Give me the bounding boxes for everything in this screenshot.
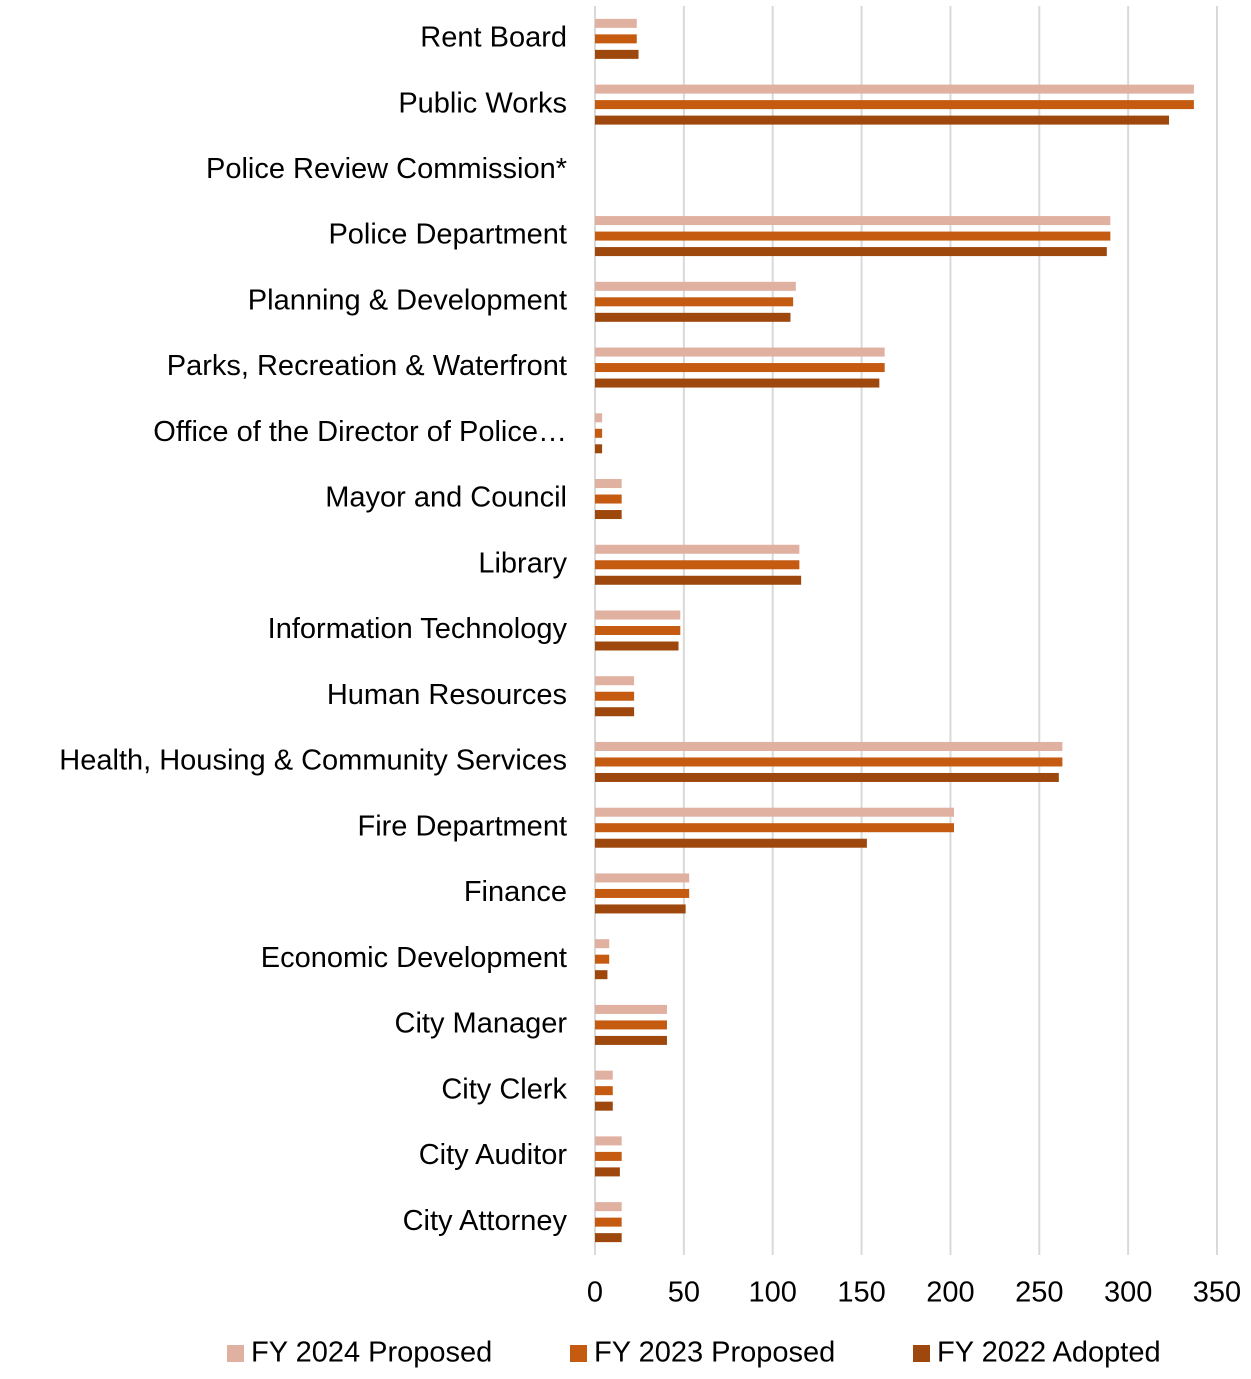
bar xyxy=(595,575,802,585)
bar xyxy=(595,807,954,817)
y-tick-label: Finance xyxy=(464,876,567,908)
legend-label: FY 2022 Adopted xyxy=(937,1337,1161,1369)
bar xyxy=(595,34,637,44)
bar xyxy=(595,115,1170,125)
bar xyxy=(595,363,885,373)
y-tick-label: Office of the Director of Police… xyxy=(153,416,567,448)
y-tick-label: Rent Board xyxy=(420,22,567,54)
bar xyxy=(595,378,880,388)
bar xyxy=(595,873,690,883)
bar xyxy=(595,904,686,914)
bar xyxy=(595,413,603,423)
y-tick-label: City Auditor xyxy=(419,1139,568,1171)
bar xyxy=(595,281,796,291)
legend-label: FY 2023 Proposed xyxy=(594,1337,835,1369)
legend-swatch xyxy=(913,1345,930,1362)
bar xyxy=(595,1086,613,1096)
bar xyxy=(595,1101,613,1111)
bar xyxy=(595,676,635,686)
bar xyxy=(595,1136,622,1146)
bar xyxy=(595,1035,667,1045)
y-tick-label: City Manager xyxy=(395,1008,568,1040)
bar xyxy=(595,428,603,438)
y-tick-label: City Clerk xyxy=(441,1073,567,1105)
bar xyxy=(595,444,603,454)
bar xyxy=(595,544,800,554)
bar xyxy=(595,247,1107,257)
bar xyxy=(595,1202,622,1212)
bar xyxy=(595,970,608,980)
y-tick-label: Planning & Development xyxy=(248,284,567,316)
bar xyxy=(595,954,610,964)
bar xyxy=(595,1217,622,1227)
y-tick-label: Police Review Commission* xyxy=(206,153,567,185)
bar xyxy=(595,772,1059,782)
bar xyxy=(595,494,622,504)
bar xyxy=(595,1167,620,1177)
y-tick-label: Information Technology xyxy=(268,613,568,645)
x-tick-label: 0 xyxy=(587,1277,603,1309)
y-tick-label: Mayor and Council xyxy=(325,482,567,514)
bar xyxy=(595,1233,622,1243)
bar xyxy=(595,641,679,651)
bar xyxy=(595,626,681,635)
bar xyxy=(595,510,622,520)
y-tick-label: Economic Development xyxy=(261,942,567,974)
x-tick-label: 200 xyxy=(926,1277,974,1309)
bar xyxy=(595,1004,667,1014)
bar xyxy=(595,560,800,570)
bar xyxy=(595,1020,667,1030)
bar xyxy=(595,1070,613,1080)
bar xyxy=(595,216,1111,226)
x-tick-label: 150 xyxy=(837,1277,885,1309)
y-tick-label: Public Works xyxy=(398,87,567,119)
bar xyxy=(595,838,867,848)
bar xyxy=(595,49,639,59)
bar xyxy=(595,691,635,701)
y-tick-label: Health, Housing & Community Services xyxy=(59,745,567,777)
bar xyxy=(595,707,635,717)
x-tick-label: 350 xyxy=(1193,1277,1241,1309)
y-tick-label: City Attorney xyxy=(403,1205,568,1237)
bar xyxy=(595,84,1194,94)
bar xyxy=(595,757,1063,767)
bar xyxy=(595,823,954,833)
bar xyxy=(595,297,794,307)
y-tick-label: Fire Department xyxy=(357,810,567,842)
bar xyxy=(595,312,791,322)
legend-swatch xyxy=(227,1345,244,1362)
bar xyxy=(595,347,885,357)
y-tick-label: Library xyxy=(478,547,567,579)
legend-swatch xyxy=(570,1345,587,1362)
x-tick-label: 300 xyxy=(1104,1277,1152,1309)
bar xyxy=(595,888,690,898)
bar xyxy=(595,610,681,620)
y-tick-label: Human Resources xyxy=(327,679,567,711)
x-tick-label: 50 xyxy=(668,1277,700,1309)
bar xyxy=(595,100,1194,110)
y-tick-label: Parks, Recreation & Waterfront xyxy=(167,350,567,382)
x-tick-label: 100 xyxy=(749,1277,797,1309)
bar xyxy=(595,231,1111,241)
legend-label: FY 2024 Proposed xyxy=(251,1337,492,1369)
bar xyxy=(595,18,637,28)
x-tick-label: 250 xyxy=(1015,1277,1063,1309)
bar xyxy=(595,1151,622,1161)
bar xyxy=(595,479,622,489)
bar xyxy=(595,741,1063,751)
y-tick-label: Police Department xyxy=(328,219,567,251)
bar xyxy=(595,939,610,949)
